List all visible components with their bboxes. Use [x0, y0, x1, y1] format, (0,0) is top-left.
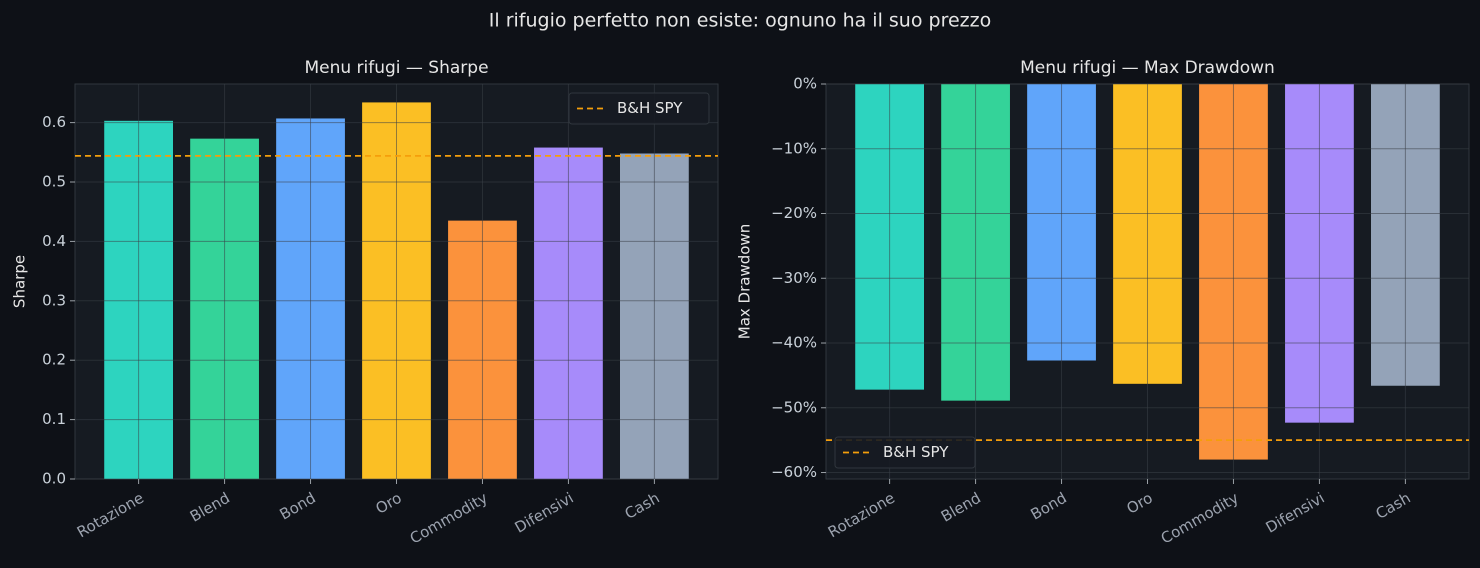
y-tick-label: −20% [771, 204, 817, 222]
y-tick-label: 0% [793, 75, 817, 93]
figure-title: Il rifugio perfetto non esiste: ognuno h… [489, 10, 991, 32]
chart-title: Menu rifugi — Max Drawdown [1020, 58, 1275, 78]
y-tick-label: 0.3 [42, 291, 66, 309]
legend: B&H SPY [568, 92, 710, 125]
chart-title: Menu rifugi — Sharpe [304, 58, 488, 78]
legend: B&H SPY [834, 436, 976, 469]
y-tick-label: 0.1 [42, 410, 66, 428]
y-tick-label: −40% [771, 334, 817, 352]
y-tick-label: 0.5 [42, 173, 66, 191]
legend-box [568, 92, 710, 125]
legend-box [834, 436, 976, 469]
y-tick-label: 0.0 [42, 470, 66, 488]
y-axis-label: Sharpe [11, 255, 29, 308]
y-tick-label: −50% [771, 398, 817, 416]
y-tick-label: 0.4 [42, 232, 66, 250]
y-axis-label: Max Drawdown [736, 224, 754, 339]
y-tick-label: 0.6 [42, 113, 66, 131]
y-tick-label: 0.2 [42, 351, 66, 369]
legend-label: B&H SPY [617, 99, 683, 117]
y-tick-label: −10% [771, 139, 817, 157]
legend-label: B&H SPY [883, 443, 949, 461]
y-tick-label: −60% [771, 463, 817, 481]
y-tick-label: −30% [771, 269, 817, 287]
